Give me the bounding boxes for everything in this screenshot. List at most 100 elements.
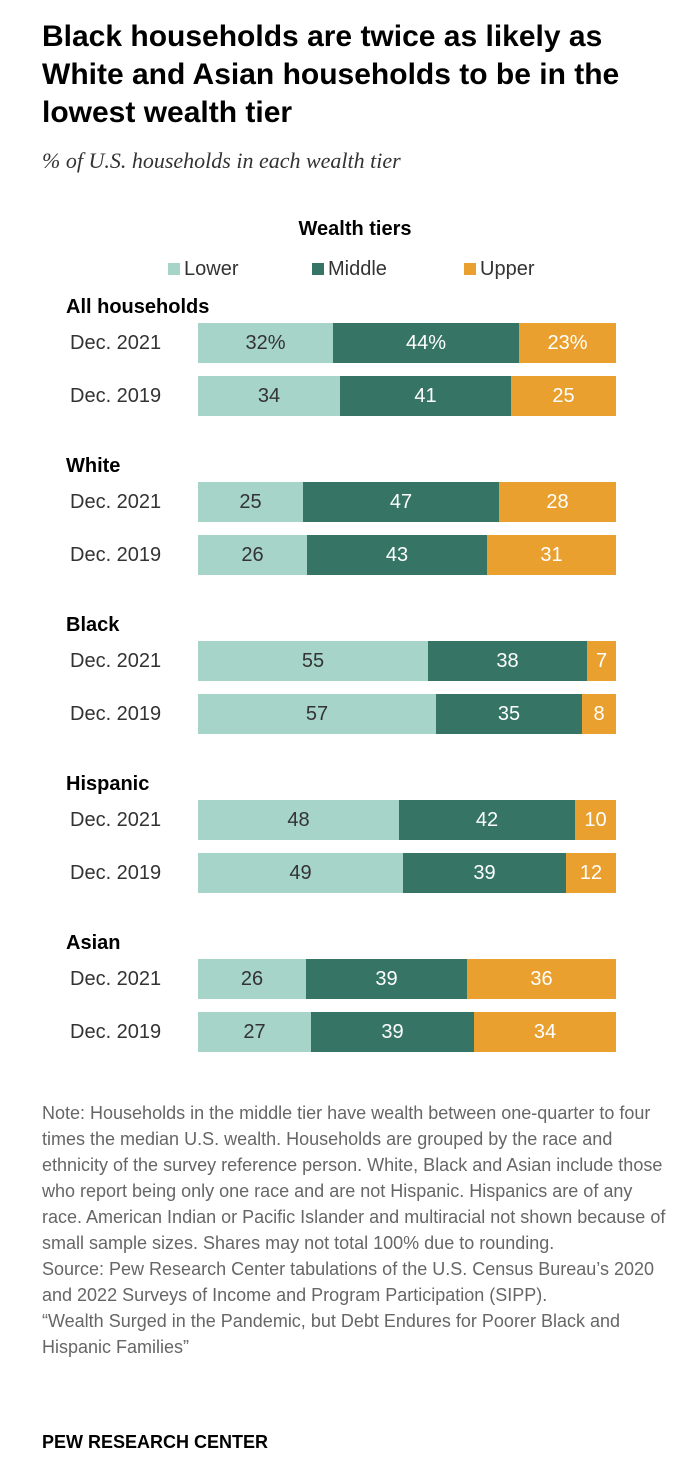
row-label: Dec. 2021 — [70, 809, 162, 831]
bar-segment-middle: 47 — [303, 482, 499, 522]
bar-segment-lower: 49 — [198, 853, 403, 893]
data-label: 57 — [305, 702, 329, 725]
legend-swatch-lower — [168, 263, 180, 275]
bar-all-households-dec-2021: 32% 44% 23% — [198, 323, 616, 363]
data-label: 8 — [593, 702, 605, 725]
group-label-black: Black — [66, 614, 120, 636]
report-title-text: “Wealth Surged in the Pandemic, but Debt… — [42, 1311, 620, 1357]
bar-segment-upper: 12 — [566, 853, 616, 893]
data-label: 34 — [533, 1020, 557, 1043]
bar-white-dec-2021: 25 47 28 — [198, 482, 616, 522]
data-label: 42 — [475, 808, 499, 831]
legend-swatch-middle — [312, 263, 324, 275]
data-label: 47 — [389, 490, 413, 513]
data-label: 23% — [547, 331, 588, 354]
bar-black-dec-2021: 55 38 7 — [198, 641, 616, 681]
data-label: 26 — [241, 543, 264, 566]
legend-label-lower: Lower — [184, 258, 239, 280]
bar-segment-upper: 8 — [582, 694, 616, 734]
legend-swatch-upper — [464, 263, 476, 275]
legend-item-middle: Middle — [312, 258, 387, 280]
data-label: 36 — [530, 967, 553, 990]
notes: Note: Households in the middle tier have… — [42, 1100, 672, 1360]
chart-title: Black households are twice as likely as … — [42, 20, 620, 129]
bar-segment-middle: 38 — [428, 641, 587, 681]
bar-black-dec-2019: 57 35 8 — [198, 694, 616, 734]
data-label: 12 — [579, 861, 603, 884]
data-label: 48 — [287, 808, 310, 831]
data-label: 43 — [385, 543, 409, 566]
bar-segment-upper: 7 — [587, 641, 616, 681]
bar-segment-lower: 32% — [198, 323, 333, 363]
group-label-white: White — [66, 455, 121, 477]
legend-title: Wealth tiers — [298, 218, 412, 240]
chart-subtitle: % of U.S. households in each wealth tier — [42, 148, 401, 173]
legend: Lower Middle Upper — [0, 258, 684, 282]
data-label: 7 — [595, 649, 608, 672]
bar-segment-upper: 25 — [511, 376, 616, 416]
data-label: 41 — [414, 384, 437, 407]
row-label: Dec. 2019 — [70, 544, 162, 566]
data-label: 39 — [473, 861, 496, 884]
bar-segment-upper: 28 — [499, 482, 616, 522]
row-label: Dec. 2021 — [70, 332, 162, 354]
data-label: 39 — [375, 967, 398, 990]
row-label: Dec. 2021 — [70, 968, 162, 990]
data-label: 32% — [245, 331, 286, 354]
bar-segment-upper: 10 — [575, 800, 616, 840]
bar-segment-lower: 26 — [198, 959, 306, 999]
bar-segment-lower: 25 — [198, 482, 303, 522]
bar-segment-lower: 55 — [198, 641, 428, 681]
data-label: 49 — [289, 861, 312, 884]
bar-segment-upper: 31 — [487, 535, 616, 575]
data-label: 34 — [257, 384, 281, 407]
source-text: Source: Pew Research Center tabulations … — [42, 1259, 655, 1305]
legend-item-upper: Upper — [464, 258, 534, 280]
bar-segment-middle: 43 — [307, 535, 487, 575]
row-label: Dec. 2019 — [70, 862, 162, 884]
bar-asian-dec-2019: 27 39 34 — [198, 1012, 616, 1052]
data-label: 38 — [496, 649, 519, 672]
data-label: 55 — [301, 649, 325, 672]
note-text: Note: Households in the middle tier have… — [42, 1103, 666, 1253]
bar-segment-lower: 57 — [198, 694, 436, 734]
data-label: 10 — [584, 808, 607, 831]
bar-hispanic-dec-2019: 49 39 12 — [198, 853, 616, 893]
bar-asian-dec-2021: 26 39 36 — [198, 959, 616, 999]
bar-segment-lower: 26 — [198, 535, 307, 575]
group-label-asian: Asian — [66, 932, 121, 954]
legend-item-lower: Lower — [168, 258, 238, 280]
legend-label-upper: Upper — [480, 258, 535, 280]
bar-white-dec-2019: 26 43 31 — [198, 535, 616, 575]
bar-all-households-dec-2019: 34 41 25 — [198, 376, 616, 416]
group-label-hispanic: Hispanic — [66, 773, 150, 795]
row-label: Dec. 2021 — [70, 491, 162, 513]
bar-segment-upper: 34 — [474, 1012, 616, 1052]
bar-segment-upper: 23% — [519, 323, 616, 363]
group-label-all-households: All households — [66, 296, 210, 318]
data-label: 28 — [546, 490, 569, 513]
bar-segment-middle: 42 — [399, 800, 575, 840]
pew-logo-text: PEW RESEARCH CENTER — [42, 1432, 269, 1452]
bar-segment-middle: 39 — [403, 853, 566, 893]
data-label: 35 — [497, 702, 521, 725]
row-label: Dec. 2021 — [70, 650, 162, 672]
bar-segment-middle: 35 — [436, 694, 582, 734]
data-label: 39 — [381, 1020, 404, 1043]
data-label: 44% — [405, 331, 447, 354]
bar-segment-middle: 39 — [306, 959, 467, 999]
bar-segment-middle: 44% — [333, 323, 519, 363]
bar-segment-middle: 39 — [311, 1012, 474, 1052]
bar-hispanic-dec-2021: 48 42 10 — [198, 800, 616, 840]
row-label: Dec. 2019 — [70, 703, 162, 725]
data-label: 27 — [243, 1020, 266, 1043]
data-label: 31 — [540, 543, 563, 566]
data-label: 26 — [240, 967, 264, 990]
bar-segment-lower: 48 — [198, 800, 399, 840]
bar-segment-upper: 36 — [467, 959, 616, 999]
bar-segment-middle: 41 — [340, 376, 511, 416]
data-label: 25 — [552, 384, 575, 407]
bar-segment-lower: 34 — [198, 376, 340, 416]
data-label: 25 — [239, 490, 262, 513]
legend-label-middle: Middle — [328, 258, 387, 280]
